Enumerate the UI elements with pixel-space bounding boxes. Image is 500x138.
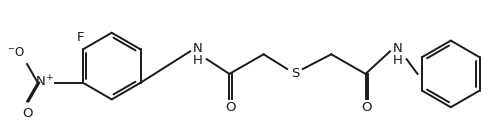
Text: S: S [291, 67, 299, 80]
Text: O: O [362, 101, 372, 114]
Text: N
H: N H [393, 42, 403, 67]
Text: O: O [226, 101, 236, 114]
Text: F: F [77, 30, 84, 43]
Text: O: O [22, 107, 32, 120]
Text: N
H: N H [193, 42, 203, 67]
Text: $\mathregular{N^{+}}$: $\mathregular{N^{+}}$ [34, 74, 54, 89]
Text: $\mathregular{^{-}O}$: $\mathregular{^{-}O}$ [7, 46, 25, 59]
